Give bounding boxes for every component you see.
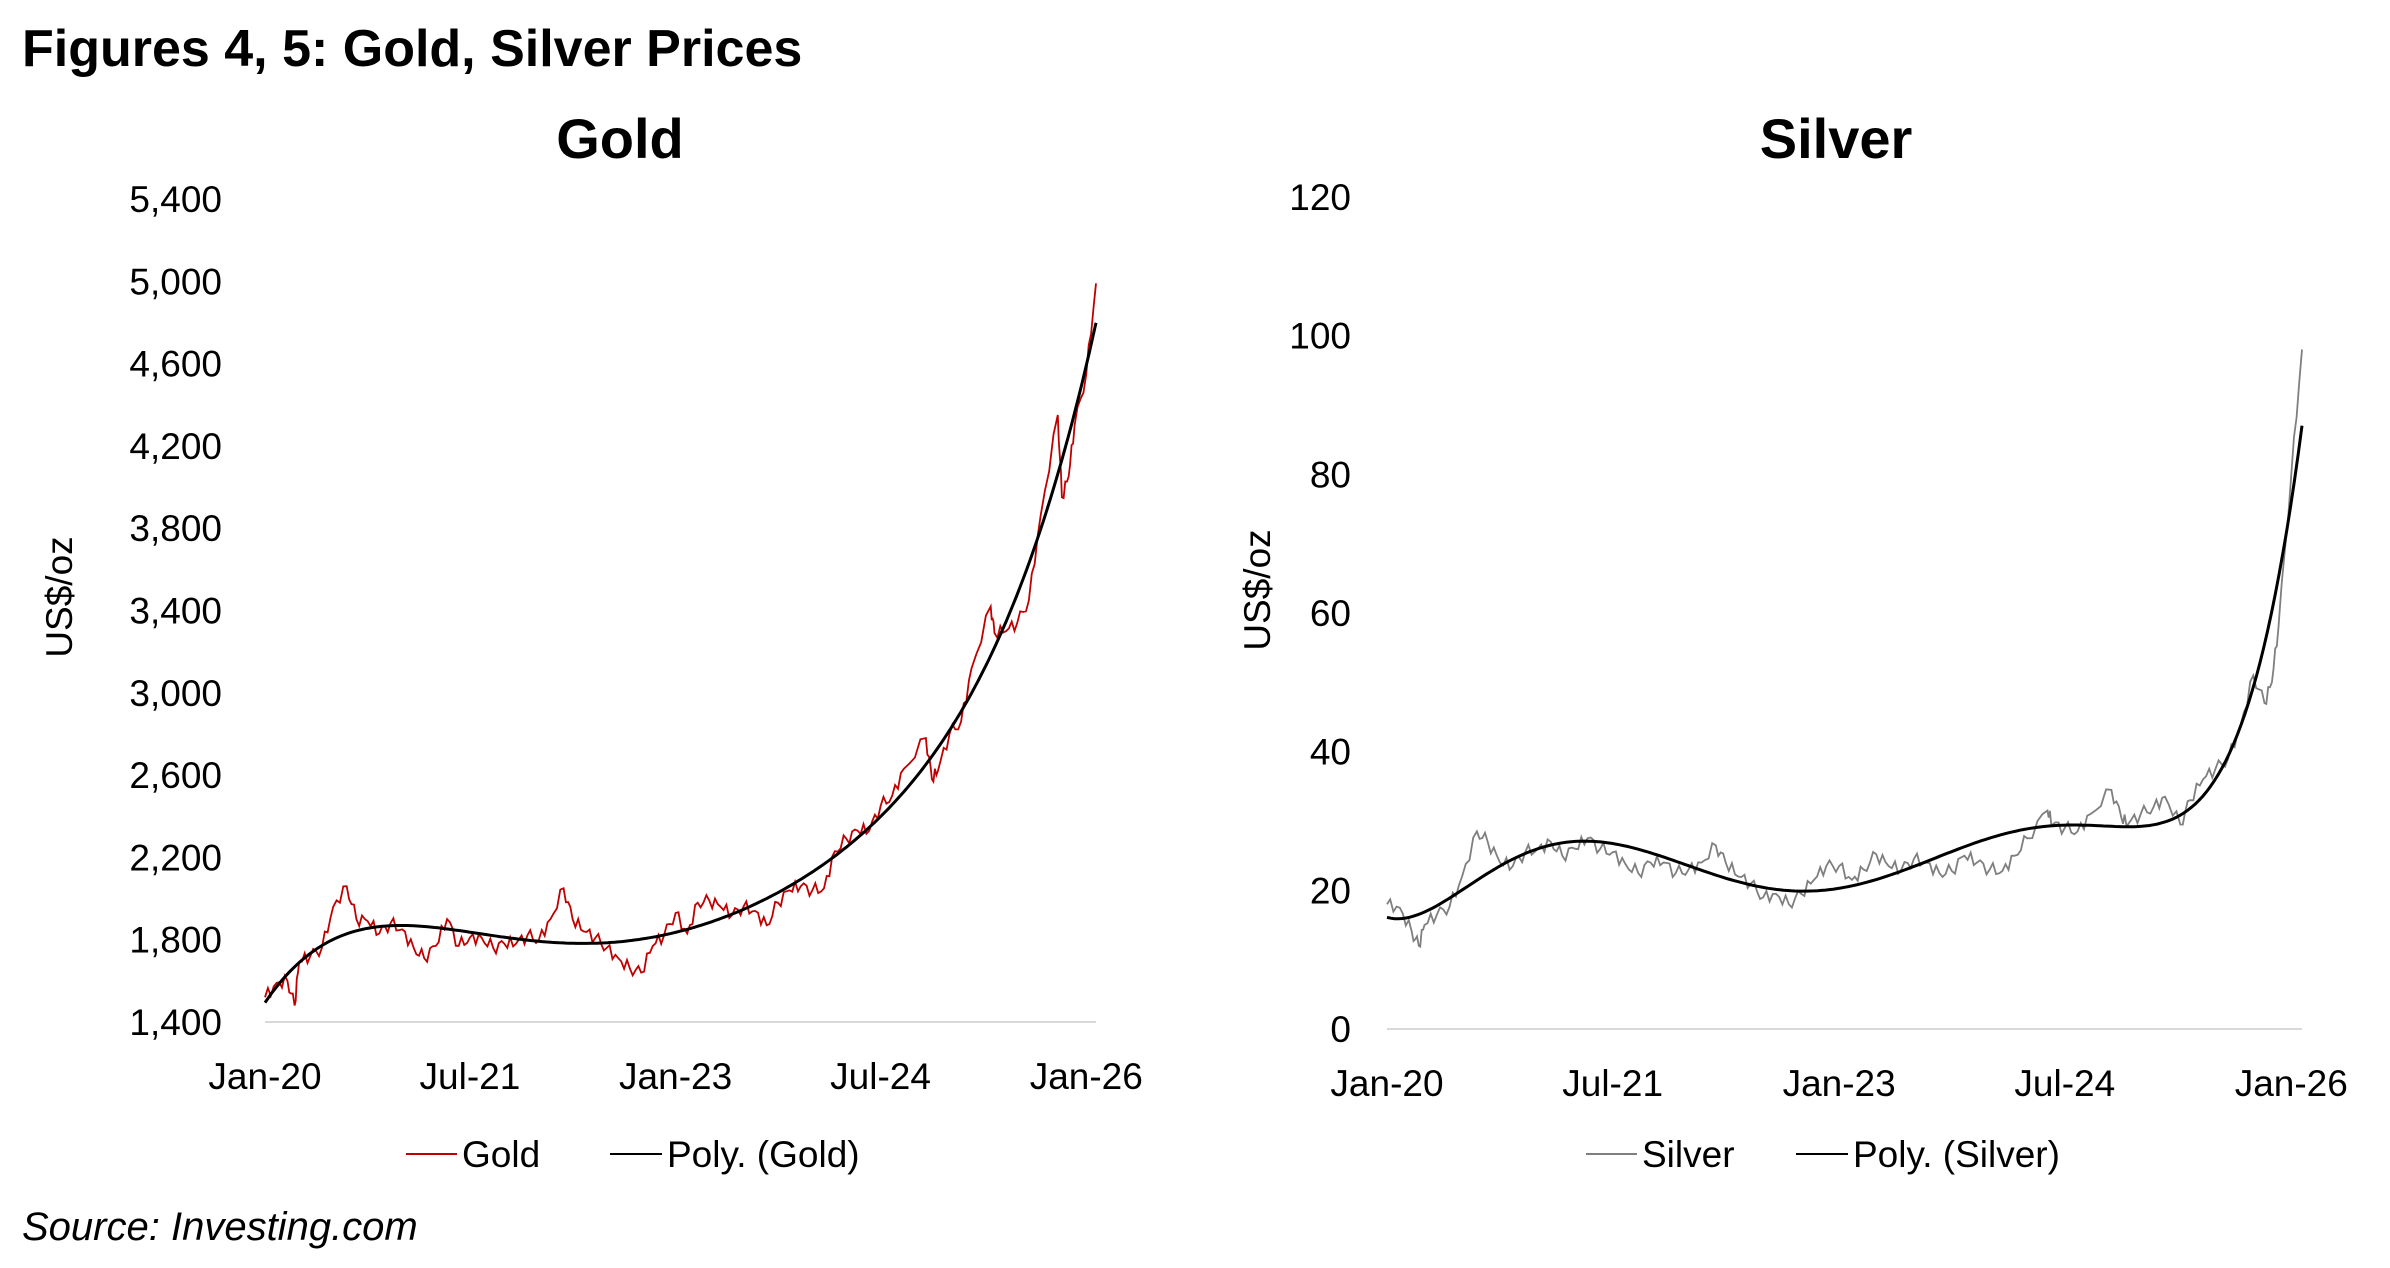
gold-y-tick-label: 2,200 <box>129 837 222 878</box>
gold-chart-title: Gold <box>556 107 684 170</box>
silver-legend: Silver Poly. (Silver) <box>1586 1134 2060 1175</box>
silver-chart-title: Silver <box>1760 107 1913 170</box>
gold-y-tick-label: 5,400 <box>129 179 222 220</box>
source-note: Source: Investing.com <box>22 1205 418 1249</box>
gold-legend-label: Gold <box>462 1134 540 1175</box>
gold-legend: Gold Poly. (Gold) <box>406 1134 860 1175</box>
silver-x-tick-label: Jan-20 <box>1330 1063 1443 1104</box>
gold-x-tick-label: Jan-20 <box>208 1056 321 1097</box>
gold-y-tick-label: 4,600 <box>129 344 222 385</box>
gold-chart: Gold US$/oz 1,400 1,800 2,200 2,600 3,000 3,4… <box>39 107 1143 1175</box>
figure-title: Figures 4, 5: Gold, Silver Prices <box>22 20 802 78</box>
gold-y-ticks: 1,400 1,800 2,200 2,600 3,000 3,400 3,800 4,200… <box>129 179 222 1043</box>
silver-y-ticks: 0 20 40 60 80 100 120 <box>1289 177 1351 1050</box>
gold-y-tick-label: 3,800 <box>129 508 222 549</box>
silver-y-tick-label: 40 <box>1310 732 1351 773</box>
silver-x-tick-label: Jul-24 <box>2014 1063 2115 1104</box>
gold-y-axis-label: US$/oz <box>39 536 80 657</box>
silver-y-tick-label: 60 <box>1310 593 1351 634</box>
silver-y-tick-label: 80 <box>1310 454 1351 495</box>
gold-trend-legend-label: Poly. (Gold) <box>667 1134 860 1175</box>
gold-x-tick-label: Jul-24 <box>830 1056 931 1097</box>
silver-y-tick-label: 0 <box>1330 1009 1351 1050</box>
gold-y-tick-label: 1,400 <box>129 1002 222 1043</box>
gold-y-tick-label: 4,200 <box>129 426 222 467</box>
silver-legend-label: Silver <box>1642 1134 1735 1175</box>
gold-y-tick-label: 2,600 <box>129 755 222 796</box>
silver-poly-trendline <box>1386 425 2304 921</box>
silver-trend-legend-label: Poly. (Silver) <box>1853 1134 2060 1175</box>
silver-y-tick-label: 20 <box>1310 870 1351 911</box>
gold-y-tick-label: 3,000 <box>129 673 222 714</box>
gold-x-tick-label: Jan-26 <box>1030 1056 1143 1097</box>
gold-y-tick-label: 1,800 <box>129 920 222 961</box>
silver-x-ticks: Jan-20 Jul-21 Jan-23 Jul-24 Jan-26 <box>1330 1063 2347 1104</box>
gold-price-line <box>264 283 1097 1006</box>
gold-x-ticks: Jan-20 Jul-21 Jan-23 Jul-24 Jan-26 <box>208 1056 1142 1097</box>
silver-x-tick-label: Jan-23 <box>1783 1063 1896 1104</box>
gold-x-tick-label: Jul-21 <box>420 1056 521 1097</box>
gold-x-tick-label: Jan-23 <box>619 1056 732 1097</box>
silver-price-line <box>1386 349 2303 949</box>
silver-y-tick-label: 100 <box>1289 316 1351 357</box>
gold-y-tick-label: 5,000 <box>129 261 222 302</box>
silver-y-axis-label: US$/oz <box>1237 529 1278 650</box>
silver-y-tick-label: 120 <box>1289 177 1351 218</box>
silver-x-tick-label: Jan-26 <box>2235 1063 2348 1104</box>
gold-y-tick-label: 3,400 <box>129 591 222 632</box>
silver-x-tick-label: Jul-21 <box>1562 1063 1663 1104</box>
gold-poly-trendline <box>263 322 1098 1004</box>
silver-chart: Silver US$/oz 0 20 40 60 80 100 120 Jan-20 Jul-… <box>1237 107 2348 1175</box>
